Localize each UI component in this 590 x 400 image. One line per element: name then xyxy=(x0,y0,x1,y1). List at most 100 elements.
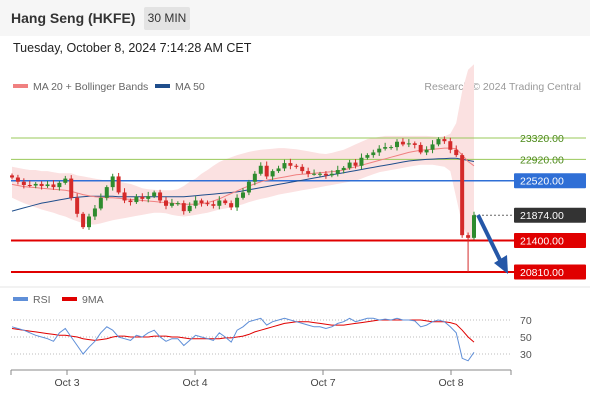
candle-body xyxy=(146,196,151,199)
ma50-legend-label: MA 50 xyxy=(175,81,205,93)
x-ticks: Oct 3 Oct 4 Oct 7 Oct 8 xyxy=(10,370,512,389)
candle-body xyxy=(187,205,192,212)
ma20-legend-swatch xyxy=(13,84,28,88)
level-label-bg-21874.00 xyxy=(514,207,586,223)
candle-body xyxy=(116,176,121,193)
candle-body xyxy=(312,173,317,175)
rsi-ma-legend-swatch xyxy=(62,297,77,301)
candle-body xyxy=(199,200,204,204)
candle-body xyxy=(406,143,411,145)
candle-body xyxy=(424,149,429,153)
candle-body xyxy=(158,192,163,201)
rsi-ma-line xyxy=(11,319,475,343)
candle-body xyxy=(128,200,133,203)
candle-body xyxy=(377,148,382,153)
candle-body xyxy=(258,165,263,174)
candle-body xyxy=(323,173,328,176)
candle-body xyxy=(347,162,352,168)
candle-body xyxy=(448,141,453,150)
candle-body xyxy=(460,155,465,236)
candle-body xyxy=(181,203,186,212)
candle-body xyxy=(412,143,417,145)
candle-body xyxy=(87,216,91,228)
candle-body xyxy=(205,203,210,205)
candle-body xyxy=(15,177,20,182)
candle-body xyxy=(418,144,423,153)
candle-body xyxy=(63,178,68,183)
candle-body xyxy=(276,168,281,172)
candle-body xyxy=(164,200,168,206)
candle-body xyxy=(75,197,80,214)
candle-body xyxy=(359,157,364,166)
candle-body xyxy=(140,196,145,199)
candle-body xyxy=(306,171,311,174)
candle-body xyxy=(33,183,38,186)
level-label-bg-20810.00 xyxy=(514,264,586,280)
level-label-21874.00: 21874.00 xyxy=(520,210,564,222)
candle-body xyxy=(395,141,399,148)
x-tick-label: Oct 7 xyxy=(310,377,335,389)
candle-body xyxy=(92,208,97,217)
chart-credit: Research © 2024 Trading Central xyxy=(424,81,581,93)
rsi-lines xyxy=(11,317,475,362)
candle-body xyxy=(134,196,139,203)
candle-body xyxy=(300,166,305,172)
candle-body xyxy=(341,167,346,171)
forecast-arrow-head xyxy=(494,255,508,274)
candle-body xyxy=(252,173,257,182)
candle-body xyxy=(282,163,287,169)
candle-body xyxy=(400,141,405,145)
level-labels: 23320.00 22920.00 22520.00 21874.00 21400.00… xyxy=(514,133,586,280)
candle-body xyxy=(217,200,222,206)
candle-body xyxy=(175,203,180,205)
level-label-22920.00: 22920.00 xyxy=(520,154,564,166)
level-label-bg-22520.00 xyxy=(514,173,586,189)
level-label-21400.00: 21400.00 xyxy=(520,236,564,248)
rsi-tick-70: 70 xyxy=(520,315,532,327)
candle-body xyxy=(365,155,370,158)
candle-body xyxy=(288,163,293,166)
candle-body xyxy=(98,197,103,209)
instrument-title: Hang Seng (HKFE) xyxy=(11,10,136,26)
chart-datetime: Tuesday, October 8, 2024 7:14:28 AM CET xyxy=(13,41,252,55)
bollinger-bands xyxy=(12,64,474,242)
candle-body xyxy=(353,162,358,166)
rsi-line xyxy=(11,317,475,362)
forecast-arrow xyxy=(476,214,508,274)
interval-button[interactable]: 30 MIN xyxy=(144,7,190,30)
x-tick-label: Oct 3 xyxy=(54,377,79,389)
candle-body xyxy=(235,197,240,208)
rsi-ma-legend-label: 9MA xyxy=(82,294,104,306)
candle-body xyxy=(270,171,275,177)
candle-body xyxy=(246,181,251,193)
candle-body xyxy=(442,139,447,142)
bollinger-band-area xyxy=(12,64,474,242)
ma50-legend-swatch xyxy=(155,84,170,88)
candle-body xyxy=(152,192,157,197)
candle-body xyxy=(39,183,44,187)
level-label-22520.00: 22520.00 xyxy=(520,176,564,188)
candlesticks xyxy=(10,136,476,272)
candle-body xyxy=(472,215,476,238)
ma20-legend-label: MA 20 + Bollinger Bands xyxy=(33,81,148,93)
candle-body xyxy=(57,182,62,188)
candle-body xyxy=(223,200,228,204)
candle-body xyxy=(45,184,50,187)
candle-body xyxy=(329,173,334,176)
x-tick-label: Oct 8 xyxy=(438,377,463,389)
candle-body xyxy=(466,235,471,238)
candle-body xyxy=(436,139,441,145)
rsi-legend-swatch xyxy=(13,297,28,301)
candle-body xyxy=(27,184,32,186)
candle-body xyxy=(389,147,394,149)
candle-body xyxy=(104,187,109,198)
candle-body xyxy=(229,203,234,208)
rsi-legend-label: RSI xyxy=(33,294,51,306)
candle-body xyxy=(318,173,322,175)
candle-body xyxy=(110,176,115,188)
candle-body xyxy=(169,203,174,206)
rsi-tick-30: 30 xyxy=(520,349,532,361)
x-tick-label: Oct 4 xyxy=(182,377,207,389)
forecast-arrow-shaft xyxy=(476,214,502,261)
